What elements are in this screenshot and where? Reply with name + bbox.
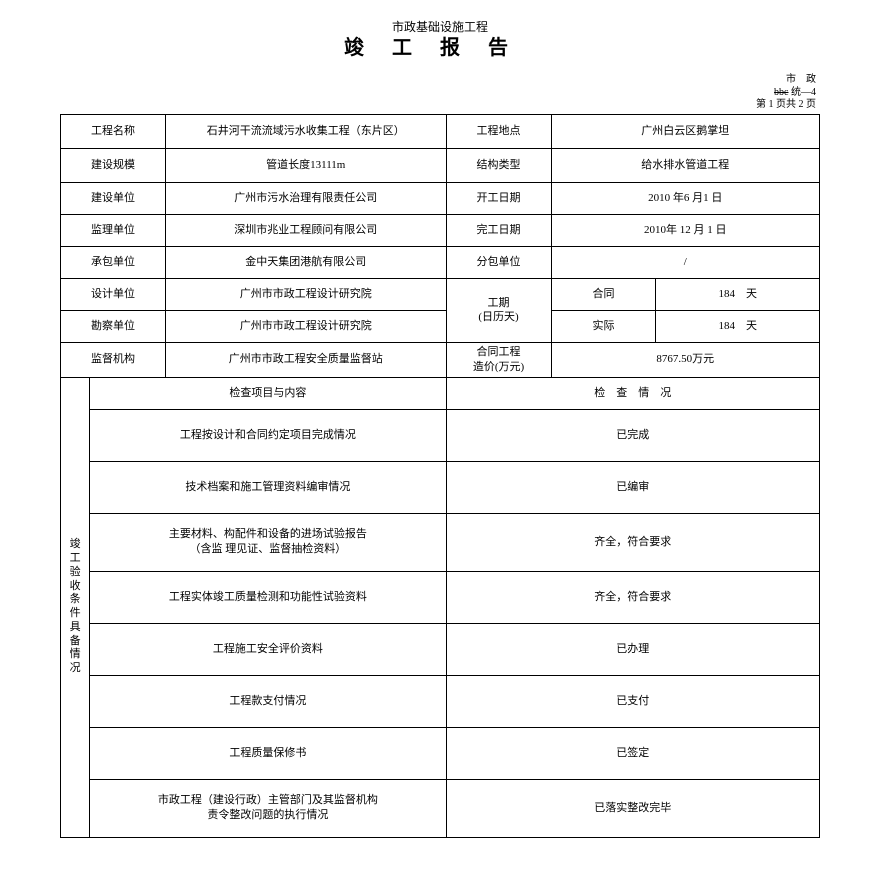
hdr-strike: bbc bbox=[774, 87, 788, 98]
doc-title: 竣工报告 bbox=[60, 36, 820, 60]
label-subcontract: 分包单位 bbox=[446, 246, 551, 278]
check-r5-item: 工程施工安全评价资料 bbox=[90, 623, 446, 675]
label-scale: 建设规模 bbox=[61, 148, 166, 182]
label-start-date: 开工日期 bbox=[446, 182, 551, 214]
val-project-loc: 广州白云区鹅掌坦 bbox=[551, 114, 819, 148]
val-end-date: 2010年 12 月 1 日 bbox=[551, 214, 819, 246]
check-r8-item: 市政工程（建设行政）主管部门及其监督机构 责令整改问题的执行情况 bbox=[90, 779, 446, 837]
val-start-date: 2010 年6 月1 日 bbox=[551, 182, 819, 214]
page-container: 市政基础设施工程 竣工报告 市 政 bbc 统—4 第 1 页共 2 页 工程名… bbox=[0, 0, 880, 880]
check-r4-item: 工程实体竣工质量检测和功能性试验资料 bbox=[90, 571, 446, 623]
check-r8-item-l2: 责令整改问题的执行情况 bbox=[94, 808, 441, 823]
val-contract-dur: 184 天 bbox=[656, 278, 820, 310]
check-r3-item: 主要材料、构配件和设备的进场试验报告 （含监 理见证、监督抽检资料） bbox=[90, 513, 446, 571]
label-contract-dur: 合同 bbox=[551, 278, 656, 310]
label-price-l2: 造价(万元) bbox=[451, 360, 547, 375]
val-build-unit: 广州市污水治理有限责任公司 bbox=[165, 182, 446, 214]
label-super-unit: 监理单位 bbox=[61, 214, 166, 246]
label-price-l1: 合同工程 bbox=[451, 345, 547, 360]
check-r8-status: 已落实整改完毕 bbox=[446, 779, 819, 837]
label-build-unit: 建设单位 bbox=[61, 182, 166, 214]
check-head-status: 检 查 情 况 bbox=[446, 377, 819, 409]
val-actual-dur: 184 天 bbox=[656, 310, 820, 342]
label-super-org: 监督机构 bbox=[61, 342, 166, 377]
side-label: 竣工验收条件具备情况 bbox=[68, 538, 82, 676]
label-design-unit: 设计单位 bbox=[61, 278, 166, 310]
label-project-loc: 工程地点 bbox=[446, 114, 551, 148]
val-project-name: 石井河干流流域污水收集工程（东片区） bbox=[165, 114, 446, 148]
label-duration: 工期 (日历天) bbox=[446, 278, 551, 342]
val-price: 8767.50万元 bbox=[551, 342, 819, 377]
val-subcontract: / bbox=[551, 246, 819, 278]
check-r1-item: 工程按设计和合同约定项目完成情况 bbox=[90, 409, 446, 461]
check-r7-item: 工程质量保修书 bbox=[90, 727, 446, 779]
main-form-table: 工程名称 石井河干流流域污水收集工程（东片区） 工程地点 广州白云区鹅掌坦 建设… bbox=[60, 114, 820, 838]
label-duration-l1: 工期 bbox=[451, 296, 547, 311]
check-r1-status: 已完成 bbox=[446, 409, 819, 461]
label-price: 合同工程 造价(万元) bbox=[446, 342, 551, 377]
val-scale: 管道长度13111m bbox=[165, 148, 446, 182]
label-project-name: 工程名称 bbox=[61, 114, 166, 148]
label-duration-l2: (日历天) bbox=[451, 310, 547, 325]
hdr-line2: 统—4 bbox=[791, 87, 816, 98]
val-survey-unit: 广州市市政工程设计研究院 bbox=[165, 310, 446, 342]
label-end-date: 完工日期 bbox=[446, 214, 551, 246]
check-r2-status: 已编审 bbox=[446, 461, 819, 513]
val-super-unit: 深圳市兆业工程顾问有限公司 bbox=[165, 214, 446, 246]
check-r4-status: 齐全，符合要求 bbox=[446, 571, 819, 623]
val-super-org: 广州市市政工程安全质量监督站 bbox=[165, 342, 446, 377]
check-r7-status: 已签定 bbox=[446, 727, 819, 779]
check-r6-item: 工程款支付情况 bbox=[90, 675, 446, 727]
label-survey-unit: 勘察单位 bbox=[61, 310, 166, 342]
header-right-block: 市 政 bbc 统—4 第 1 页共 2 页 bbox=[60, 74, 820, 112]
label-contractor: 承包单位 bbox=[61, 246, 166, 278]
check-r2-item: 技术档案和施工管理资料编审情况 bbox=[90, 461, 446, 513]
check-r3-status: 齐全，符合要求 bbox=[446, 513, 819, 571]
label-struct-type: 结构类型 bbox=[446, 148, 551, 182]
doc-pretitle: 市政基础设施工程 bbox=[60, 20, 820, 34]
check-r3-item-l2: （含监 理见证、监督抽检资料） bbox=[94, 542, 441, 557]
val-design-unit: 广州市市政工程设计研究院 bbox=[165, 278, 446, 310]
check-r8-item-l1: 市政工程（建设行政）主管部门及其监督机构 bbox=[94, 793, 441, 808]
check-r3-item-l1: 主要材料、构配件和设备的进场试验报告 bbox=[94, 527, 441, 542]
side-label-cell: 竣工验收条件具备情况 bbox=[61, 377, 90, 837]
check-r6-status: 已支付 bbox=[446, 675, 819, 727]
check-head-item: 检查项目与内容 bbox=[90, 377, 446, 409]
val-contractor: 金中天集团港航有限公司 bbox=[165, 246, 446, 278]
check-r5-status: 已办理 bbox=[446, 623, 819, 675]
hdr-line3: 第 1 页共 2 页 bbox=[756, 99, 816, 110]
hdr-line1: 市 政 bbox=[786, 74, 816, 85]
val-struct-type: 给水排水管道工程 bbox=[551, 148, 819, 182]
label-actual-dur: 实际 bbox=[551, 310, 656, 342]
